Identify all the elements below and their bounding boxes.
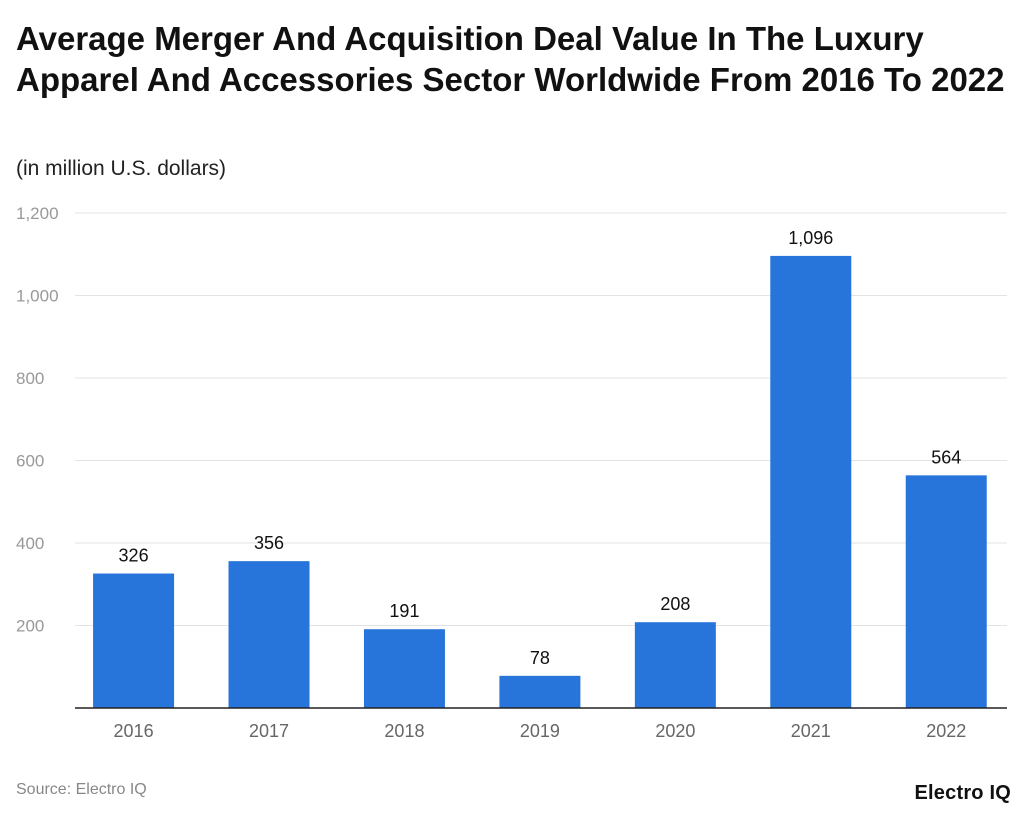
- source-note: Source: Electro IQ: [16, 781, 147, 798]
- x-tick-label: 2018: [384, 721, 424, 741]
- x-tick-label: 2019: [520, 721, 560, 741]
- x-tick-label: 2016: [114, 721, 154, 741]
- x-tick-label: 2021: [791, 721, 831, 741]
- data-label: 326: [119, 546, 149, 566]
- y-tick-label: 1,000: [16, 287, 59, 306]
- data-label: 356: [254, 533, 284, 553]
- y-tick-label: 200: [16, 617, 44, 636]
- bar-2022: [905, 475, 987, 708]
- bar-2021: [770, 255, 852, 708]
- x-tick-label: 2017: [249, 721, 289, 741]
- data-label: 1,096: [788, 228, 833, 248]
- bar-2019: [499, 675, 581, 708]
- y-tick-label: 400: [16, 534, 44, 553]
- data-label: 191: [389, 601, 419, 621]
- bar-2020: [634, 622, 716, 708]
- electro-iq-logo: Electro IQ: [914, 782, 1011, 804]
- chart-subtitle: (in million U.S. dollars): [16, 157, 227, 180]
- bar-2016: [93, 573, 175, 708]
- chart-title: Average Merger And Acquisition Deal Valu…: [16, 20, 1005, 98]
- data-label: 78: [530, 648, 550, 668]
- bar-2017: [228, 561, 310, 708]
- data-label: 208: [660, 594, 690, 614]
- x-tick-label: 2022: [926, 721, 966, 741]
- x-tick-label: 2020: [655, 721, 695, 741]
- y-tick-label: 600: [16, 452, 44, 471]
- bar-2018: [363, 629, 445, 708]
- y-tick-label: 1,200: [16, 204, 59, 223]
- y-tick-label: 800: [16, 369, 44, 388]
- data-label: 564: [931, 447, 961, 467]
